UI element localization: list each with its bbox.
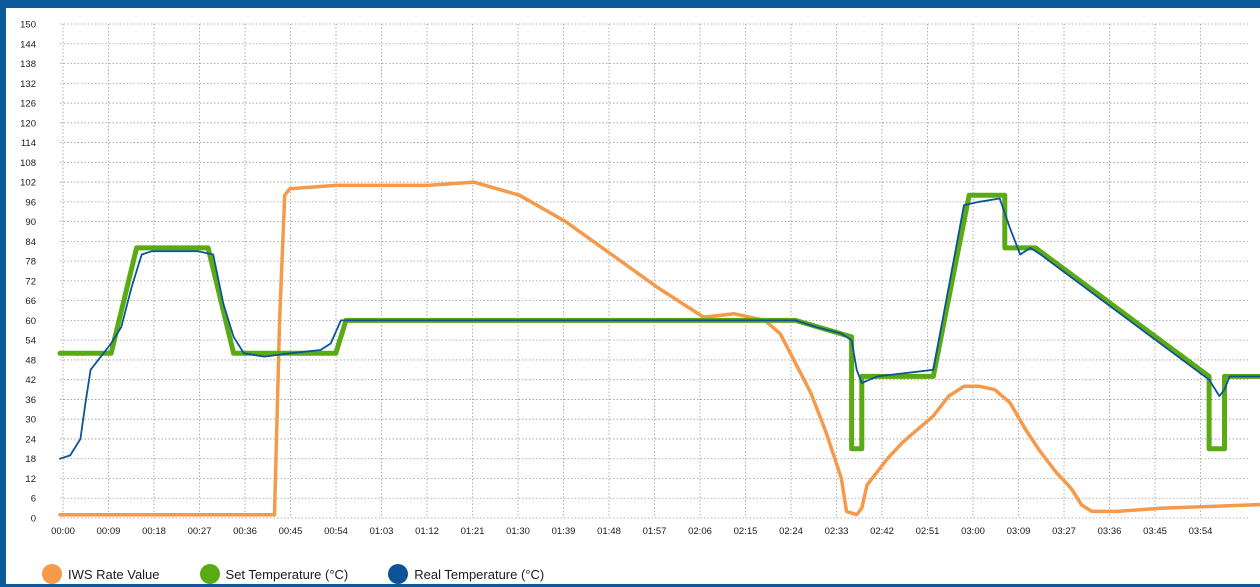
x-tick-label-15: 02:15 (734, 526, 758, 537)
y-tick-label-6: 36 (25, 395, 36, 406)
x-tick-label-11: 01:39 (552, 526, 576, 537)
y-tick-label-11: 66 (25, 296, 36, 307)
chart-frame: 0 6 12 18 24 30 36 42 48 54 60 66 72 78 84 90 96 102 108 11… (6, 8, 1260, 584)
x-tick-label-24: 03:45 (1143, 526, 1167, 537)
y-tick-label-0: 0 (31, 514, 36, 525)
y-tick-label-13: 78 (25, 257, 36, 268)
x-tick-label-8: 01:12 (415, 526, 439, 537)
x-tick-label-16: 02:24 (779, 526, 803, 537)
x-tick-label-23: 03:36 (1098, 526, 1122, 537)
y-tick-label-22: 132 (20, 79, 36, 90)
y-tick-label-18: 108 (20, 158, 36, 169)
x-tick-label-17: 02:33 (825, 526, 849, 537)
x-tick-label-2: 00:18 (142, 526, 166, 537)
y-tick-label-7: 42 (25, 375, 36, 386)
line-chart: 0 6 12 18 24 30 36 42 48 54 60 66 72 78 84 90 96 102 108 11… (20, 20, 1260, 537)
x-tick-label-13: 01:57 (643, 526, 667, 537)
x-tick-label-6: 00:54 (324, 526, 348, 537)
y-tick-label-10: 60 (25, 316, 36, 327)
x-tick-label-10: 01:30 (506, 526, 530, 537)
grid (60, 23, 1250, 519)
y-tick-label-25: 150 (20, 20, 36, 31)
legend-item-iws-rate[interactable]: IWS Rate Value (42, 564, 160, 584)
y-tick-label-24: 144 (20, 39, 36, 50)
legend-item-set-temperature[interactable]: Set Temperature (°C) (199, 564, 349, 584)
y-tick-label-2: 12 (25, 474, 36, 485)
x-tick-label-3: 00:27 (188, 526, 212, 537)
x-tick-label-14: 02:06 (688, 526, 712, 537)
y-tick-label-20: 120 (20, 118, 36, 129)
y-tick-label-5: 30 (25, 415, 36, 426)
x-tick-label-21: 03:09 (1007, 526, 1031, 537)
y-tick-label-1: 6 (31, 494, 36, 505)
series-line-iws-rate-value (58, 180, 1260, 517)
y-tick-label-15: 90 (25, 217, 36, 228)
y-tick-label-14: 84 (25, 237, 36, 248)
y-tick-label-8: 48 (25, 355, 36, 366)
x-tick-label-0: 00:00 (51, 526, 75, 537)
legend-swatch-real-temperature (388, 564, 409, 584)
x-tick-label-12: 01:48 (597, 526, 621, 537)
y-tick-label-9: 54 (25, 336, 36, 347)
series-line-set-temperature-c (57, 192, 1260, 452)
x-tick-label-4: 00:36 (233, 526, 257, 537)
x-tick-label-5: 00:45 (279, 526, 303, 537)
legend-label-real-temperature: Real Temperature (°C) (414, 566, 545, 582)
y-tick-label-21: 126 (20, 99, 36, 110)
y-tick-label-17: 102 (20, 178, 36, 189)
legend-item-real-temperature[interactable]: Real Temperature (°C) (388, 564, 544, 584)
y-tick-label-3: 18 (25, 454, 36, 465)
y-tick-label-19: 114 (21, 138, 36, 149)
x-axis-ticks: 00:00 00:09 00:18 00:27 00:36 00:45 00:54 01:03… (51, 526, 1212, 537)
series-line-real-temperature-c (59, 197, 1260, 460)
x-tick-label-18: 02:42 (870, 526, 894, 537)
legend-label-set-temperature: Set Temperature (°C) (225, 566, 349, 582)
y-axis-ticks: 0 6 12 18 24 30 36 42 48 54 60 66 72 78 84 90 96 102 108 11… (20, 20, 36, 525)
x-tick-label-9: 01:21 (461, 526, 485, 537)
x-tick-label-20: 03:00 (961, 526, 985, 537)
y-tick-label-12: 72 (25, 276, 36, 287)
x-tick-label-7: 01:03 (370, 526, 394, 537)
x-tick-label-19: 02:51 (916, 526, 940, 537)
series-layer (57, 180, 1260, 517)
legend-swatch-set-temperature (199, 564, 220, 584)
legend-swatch-iws-rate (42, 564, 62, 584)
y-tick-label-16: 96 (25, 197, 36, 208)
legend-label-iws-rate: IWS Rate Value (68, 566, 160, 582)
y-tick-label-4: 24 (25, 434, 36, 445)
x-tick-label-1: 00:09 (97, 526, 121, 537)
x-tick-label-22: 03:27 (1052, 526, 1076, 537)
x-tick-label-25: 03:54 (1189, 526, 1213, 537)
y-tick-label-23: 138 (20, 59, 36, 70)
legend: IWS Rate Value Set Temperature (°C) Real… (42, 561, 584, 587)
